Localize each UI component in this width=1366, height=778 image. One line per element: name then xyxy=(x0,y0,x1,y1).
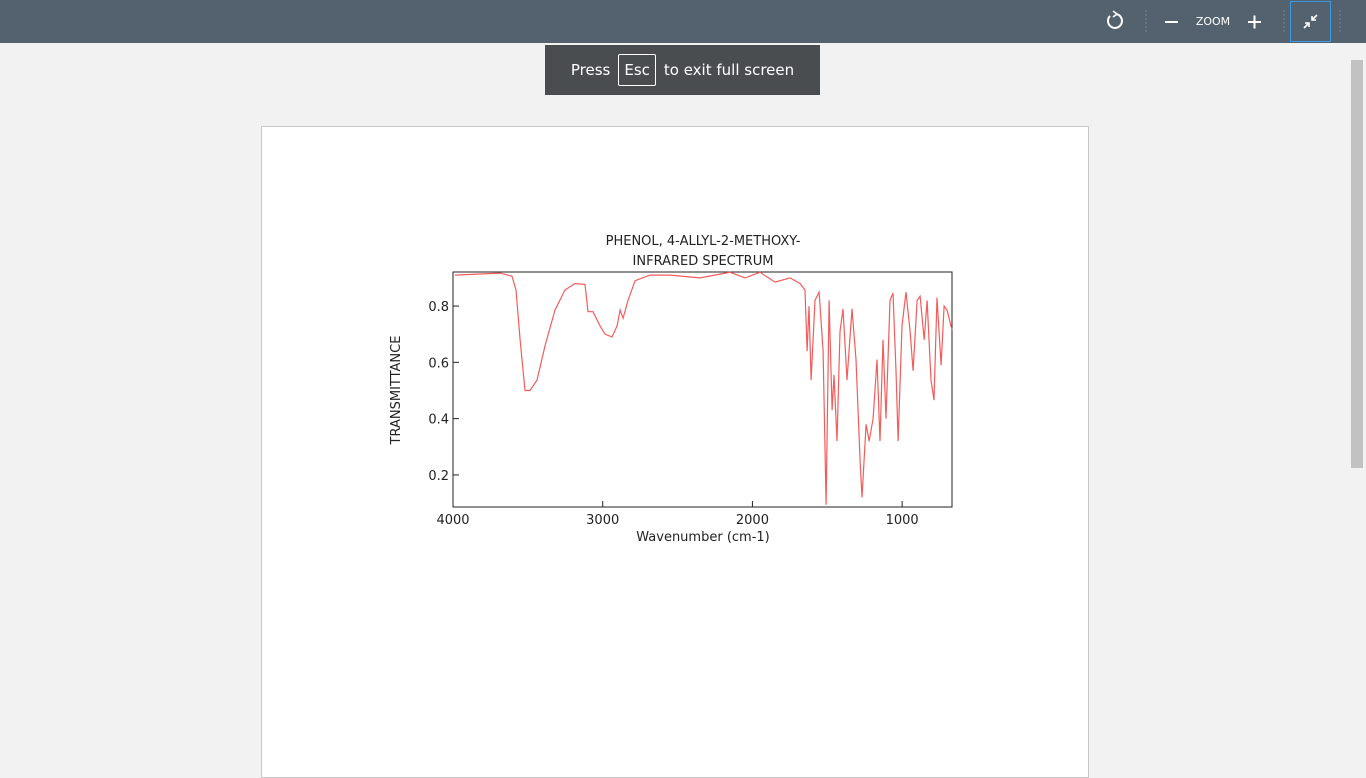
scrollbar-thumb[interactable] xyxy=(1351,60,1363,468)
exit-fullscreen-button[interactable] xyxy=(1290,1,1331,42)
zoom-label: ZOOM xyxy=(1196,15,1230,28)
toolbar-icons: ZOOM xyxy=(1107,1,1341,42)
banner-text: to exit full screen xyxy=(663,61,795,79)
zoom-in-button[interactable] xyxy=(1248,15,1261,29)
banner-text: Press xyxy=(570,61,611,79)
document-page xyxy=(261,126,1089,778)
rotate-arrow xyxy=(1112,10,1119,18)
fullscreen-banner: Press Esc to exit full screen xyxy=(545,45,820,95)
exit-fullscreen-icon xyxy=(1303,14,1318,29)
esc-key: Esc xyxy=(618,54,656,86)
toolbar: ZOOM xyxy=(0,0,1366,43)
rotate-button[interactable] xyxy=(1107,13,1123,29)
